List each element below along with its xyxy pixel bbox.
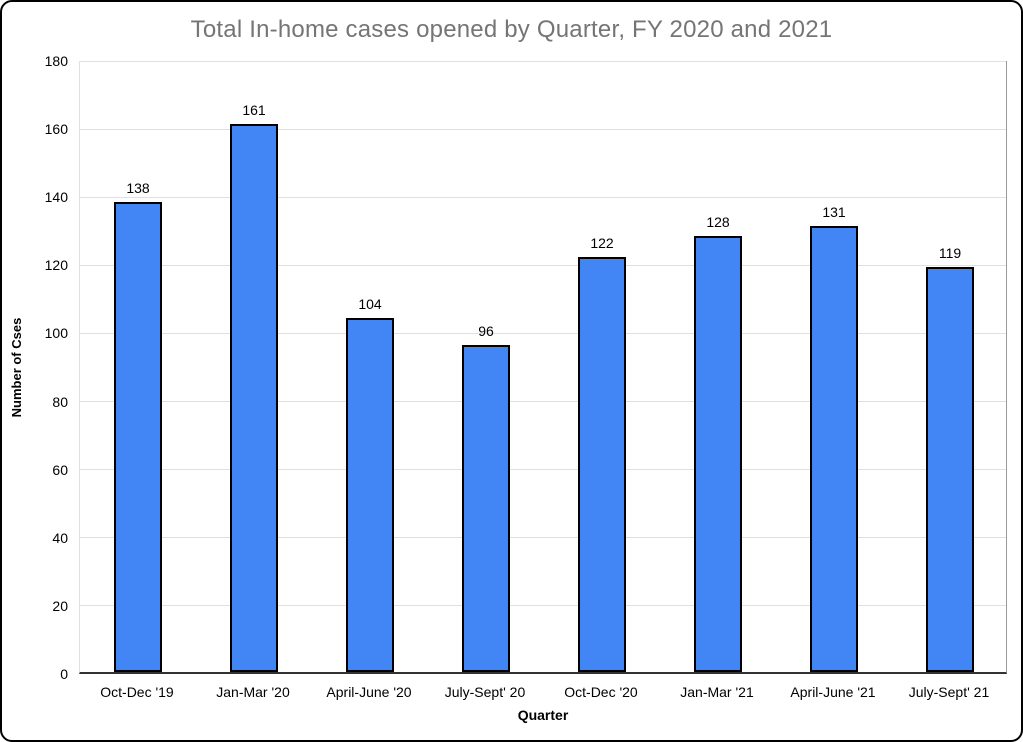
plot-area: 138 161 104 96 122 128 131 119 <box>79 60 1007 674</box>
chart-title: Total In-home cases opened by Quarter, F… <box>190 16 833 43</box>
bar-value-label-6: 131 <box>822 204 846 220</box>
x-tick-label-7: July-Sept' 21 <box>908 684 990 700</box>
y-tick-label-60: 60 <box>52 461 68 478</box>
x-tick-label-6: April-June '21 <box>790 684 876 700</box>
bar-value-label-3: 96 <box>478 323 494 339</box>
bar-value-label-5: 128 <box>706 214 730 230</box>
bar-0 <box>114 202 162 672</box>
gridline-40 <box>80 537 1006 539</box>
x-tick-label-1: Jan-Mar '20 <box>216 684 290 700</box>
bar-value-label-0: 138 <box>126 180 150 196</box>
gridline-80 <box>80 401 1006 403</box>
bar-value-label-7: 119 <box>938 245 962 261</box>
y-tick-label-100: 100 <box>44 325 68 342</box>
bar-5 <box>694 236 742 672</box>
gridline-160 <box>80 128 1006 130</box>
x-tick-label-3: July-Sept' 20 <box>444 684 526 700</box>
x-tick-label-0: Oct-Dec '19 <box>100 684 174 700</box>
gridline-100 <box>80 332 1006 334</box>
bar-value-label-4: 122 <box>590 235 614 251</box>
x-tick-label-4: Oct-Dec '20 <box>564 684 638 700</box>
gridline-140 <box>80 196 1006 198</box>
x-axis-labels: Oct-Dec '19 Jan-Mar '20 April-June '20 July… <box>79 684 1007 700</box>
bar-6 <box>810 226 858 672</box>
y-tick-label-20: 20 <box>52 597 68 614</box>
bar-4 <box>578 257 626 672</box>
x-tick-label-5: Jan-Mar '21 <box>680 684 754 700</box>
gridline-20 <box>80 605 1006 607</box>
y-tick-label-40: 40 <box>52 529 68 546</box>
bar-2 <box>346 318 394 672</box>
gridline-120 <box>80 264 1006 266</box>
y-tick-label-180: 180 <box>44 53 68 69</box>
bar-value-label-2: 104 <box>358 296 382 312</box>
y-tick-label-140: 140 <box>44 189 68 206</box>
gridline-60 <box>80 469 1006 471</box>
bar-value-label-1: 161 <box>242 102 266 118</box>
y-tick-label-160: 160 <box>44 121 68 138</box>
y-axis-title: Number of Cses <box>9 317 24 418</box>
x-tick-label-2: April-June '20 <box>326 684 412 700</box>
y-tick-label-80: 80 <box>52 393 68 410</box>
gridline-180 <box>80 60 1006 62</box>
bar-3 <box>462 345 510 672</box>
y-tick-label-120: 120 <box>44 257 68 274</box>
bar-1 <box>230 124 278 672</box>
y-tick-label-0: 0 <box>60 666 68 682</box>
bar-7 <box>926 267 974 672</box>
x-axis-title: Quarter <box>517 707 569 723</box>
